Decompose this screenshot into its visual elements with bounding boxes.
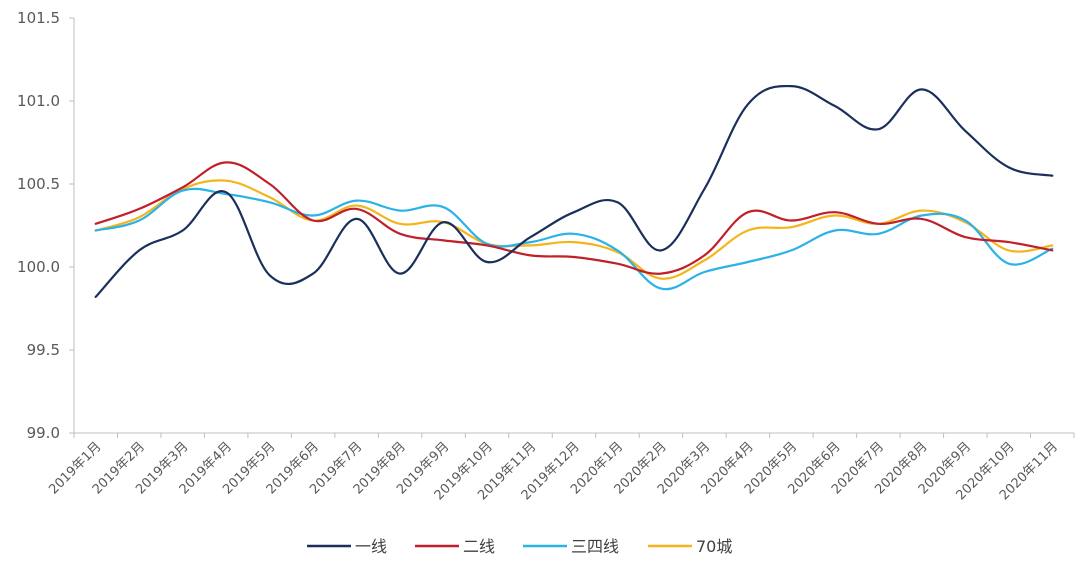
- series-lines: [94, 84, 1054, 298]
- series-line-2: [94, 161, 1054, 275]
- legend-label-3: 三四线: [571, 537, 619, 556]
- y-axis: 99.0 99.5 100.0 100.5 101.0 101.5: [17, 9, 75, 442]
- legend-label-1: 一线: [355, 537, 387, 556]
- series-line-3: [94, 187, 1054, 291]
- x-axis: 2019年1月2019年2月2019年3月2019年4月2019年5月2019年…: [46, 432, 1075, 503]
- legend-label-2: 二线: [463, 537, 495, 556]
- y-tick-label: 100.5: [17, 175, 60, 193]
- y-tick-label: 99.0: [27, 424, 60, 442]
- y-tick-label: 100.0: [17, 258, 60, 276]
- series-line-1: [94, 84, 1054, 298]
- legend: 一线 二线 三四线 70城: [307, 537, 732, 556]
- y-tick-label: 99.5: [27, 341, 60, 359]
- series-line-4: [94, 179, 1054, 280]
- y-tick-label: 101.5: [17, 9, 60, 27]
- y-tick-label: 101.0: [17, 92, 60, 110]
- legend-label-4: 70城: [696, 537, 732, 556]
